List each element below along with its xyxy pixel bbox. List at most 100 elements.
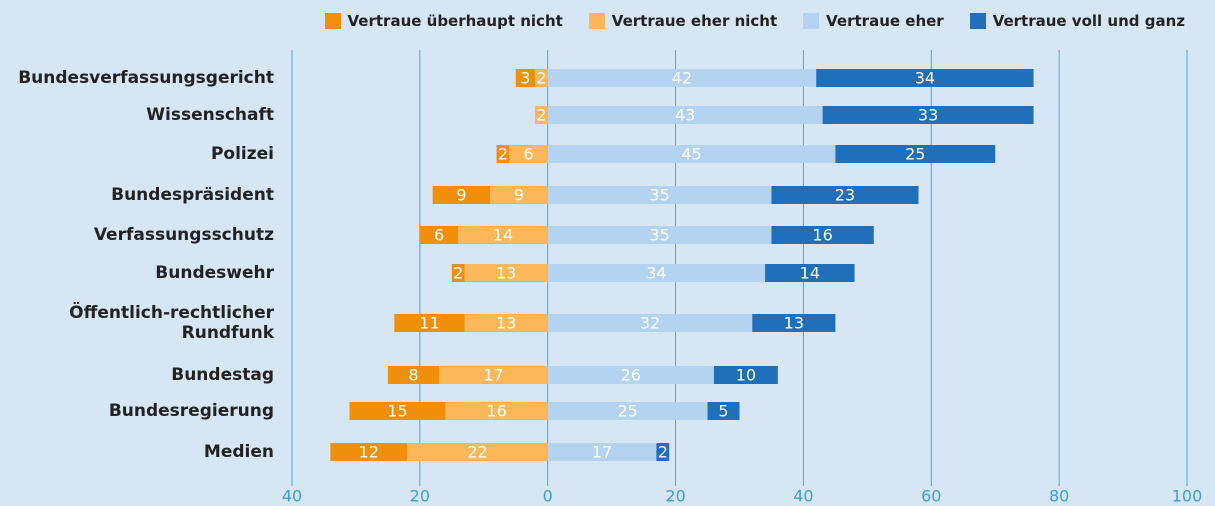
- bar-segment: [752, 314, 836, 332]
- x-tick-label: 20: [665, 487, 685, 506]
- bar-segment: [547, 186, 772, 204]
- bar-segment: [464, 264, 548, 282]
- data-label: 25: [905, 145, 925, 164]
- data-label: 9: [456, 186, 466, 205]
- category-label: Öffentlich-rechtlicher Rundfunk: [69, 303, 274, 343]
- data-label: 8: [408, 366, 418, 385]
- bar-segment: [547, 443, 657, 461]
- legend-swatch: [803, 13, 820, 29]
- category-label: Bundesregierung: [108, 401, 274, 421]
- category-label: Medien: [203, 442, 274, 462]
- data-label: 14: [800, 264, 820, 283]
- data-label: 16: [486, 402, 506, 421]
- x-tick-label: 60: [921, 487, 941, 506]
- data-label: 13: [496, 264, 516, 283]
- bar-segment: [547, 264, 766, 282]
- data-label: 32: [640, 314, 660, 333]
- bar-segment: [407, 443, 548, 461]
- bar-segment: [534, 69, 548, 87]
- data-label: 25: [617, 402, 637, 421]
- data-label: 2: [658, 443, 668, 462]
- data-label: 13: [784, 314, 804, 333]
- category-label: Bundeswehr: [155, 263, 274, 283]
- x-tick-label: 40: [793, 487, 813, 506]
- data-label: 14: [493, 226, 513, 245]
- bar-segment: [515, 69, 535, 87]
- data-label: 15: [387, 402, 407, 421]
- bar-segment: [822, 106, 1034, 124]
- legend-item: Vertraue eher nicht: [588, 12, 778, 30]
- data-label: 42: [672, 69, 692, 88]
- data-label: 2: [453, 264, 463, 283]
- data-label: 11: [419, 314, 439, 333]
- data-label: 35: [649, 186, 669, 205]
- data-label: 17: [592, 443, 612, 462]
- bar-segment: [707, 402, 740, 420]
- bar-segment: [765, 264, 855, 282]
- data-label: 3: [520, 69, 530, 88]
- bar-segment: [547, 145, 836, 163]
- category-label: Bundespräsident: [111, 185, 274, 205]
- category-label: Bundesverfassungsgericht: [18, 68, 274, 88]
- legend-swatch: [969, 13, 986, 29]
- bar-segment: [490, 186, 548, 204]
- data-label: 2: [536, 69, 546, 88]
- bar-segment: [432, 186, 491, 204]
- data-label: 17: [483, 366, 503, 385]
- x-tick-label: 20: [410, 487, 430, 506]
- bar-segment: [458, 226, 548, 244]
- legend-label: Vertraue eher: [826, 12, 944, 30]
- bar-segment: [713, 366, 778, 384]
- legend-swatch: [588, 13, 605, 29]
- bar-segment: [835, 145, 996, 163]
- bar-segment: [439, 366, 548, 384]
- category-label: Polizei: [210, 144, 274, 164]
- bar-segment: [349, 402, 446, 420]
- category-label: Bundestag: [171, 365, 274, 385]
- x-tick-label: 40: [282, 487, 302, 506]
- bar-segment: [547, 366, 714, 384]
- data-label: 2: [498, 145, 508, 164]
- bar-segment: [419, 226, 459, 244]
- x-tick-label: 0: [543, 487, 553, 506]
- data-label: 9: [514, 186, 524, 205]
- bar-segment: [547, 69, 817, 87]
- data-label: 45: [681, 145, 701, 164]
- data-label: 22: [467, 443, 487, 462]
- bar-segment: [656, 443, 670, 461]
- bar-segment: [394, 314, 465, 332]
- bar-segment: [816, 69, 1034, 87]
- data-label: 6: [523, 145, 533, 164]
- legend-item: Vertraue überhaupt nicht: [324, 12, 563, 30]
- legend-item: Vertraue voll und ganz: [969, 12, 1185, 30]
- legend-label: Vertraue eher nicht: [611, 12, 778, 30]
- legend: Vertraue überhaupt nicht Vertraue eher ni…: [324, 12, 1185, 30]
- data-label: 43: [675, 106, 695, 125]
- data-label: 2: [536, 106, 546, 125]
- legend-label: Vertraue überhaupt nicht: [347, 12, 563, 30]
- bar-segment: [330, 443, 408, 461]
- data-label: 5: [718, 402, 728, 421]
- bar-segment: [387, 366, 440, 384]
- bar-segment: [496, 145, 510, 163]
- data-label: 13: [496, 314, 516, 333]
- category-label: Wissenschaft: [146, 105, 274, 125]
- bar-segment: [451, 264, 465, 282]
- bar-segment: [534, 106, 548, 124]
- bar-segment: [547, 402, 708, 420]
- bar-segment: [464, 314, 548, 332]
- bar-segment: [771, 186, 919, 204]
- data-label: 12: [359, 443, 379, 462]
- legend-swatch: [324, 13, 341, 29]
- data-label: 26: [621, 366, 641, 385]
- bar-segment: [509, 145, 548, 163]
- bar-segment: [547, 226, 772, 244]
- data-label: 6: [434, 226, 444, 245]
- data-label: 16: [812, 226, 832, 245]
- legend-item: Vertraue eher: [803, 12, 944, 30]
- category-label: Verfassungsschutz: [93, 225, 274, 245]
- data-label: 23: [835, 186, 855, 205]
- x-tick-label: 80: [1049, 487, 1069, 506]
